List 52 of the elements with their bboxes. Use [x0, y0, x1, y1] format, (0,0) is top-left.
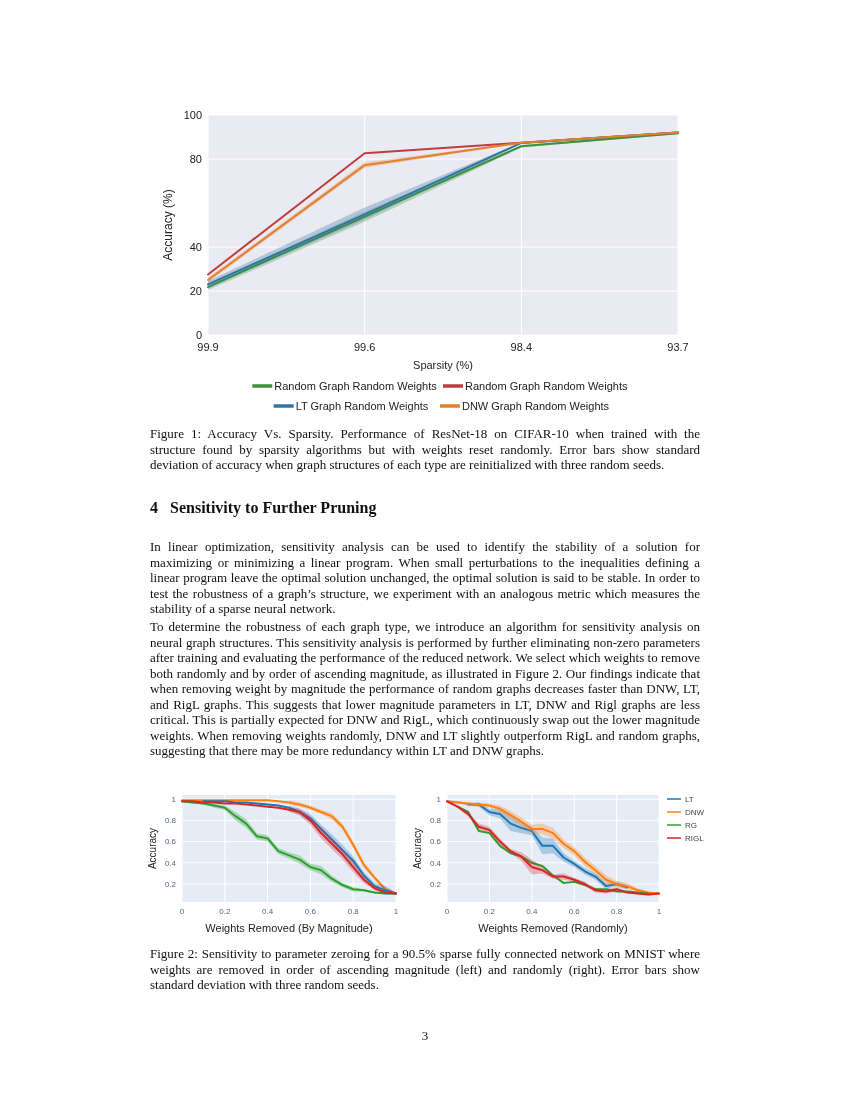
- legend-label: DNW Graph Random Weights: [461, 400, 610, 412]
- y-tick-label: 0.6: [164, 837, 177, 847]
- x-tick-label: 0.2: [219, 907, 231, 916]
- text: To determine the robustness of each graph type, we introduce an algorithm for sensitivity analysis on neural graph structures. This sensitivity analysis is performed by further eliminating non-zero parameters after training and evaluating the performance of the reduced network. We select which weights to remove both randomly and by order of ascending magnitude, as illustrated in Figure 2. Our findings indicate that when removing weight by magnitude the performance of random graphs decreases faster than DNW, LT, and RigL graphs. This suggests that lower magnitude parameters in LT, DNW and Rigl graphs are less critical. This is partially expected for DNW and RigL, which continuously swap out the lower magnitude weights. When removing weights randomly, DNW and LT slightly outperform RigL and random graphs, suggesting that there may be more redundancy within LT and DNW graphs.: [150, 619, 700, 758]
- caption: Figure 2: Sensitivity to parameter zeroing for a 90.5% sparse fully connected network on MNIST where weights are removed in order of ascending magnitude (left) and randomly (right). Error bars show standard deviation with three random seeds.: [150, 946, 700, 993]
- line-series: [467, 803, 629, 889]
- x-tick-label: 0.8: [611, 907, 623, 916]
- y-tick-label: 0.2: [429, 879, 442, 889]
- y-tick-label: 0: [195, 328, 202, 341]
- text: In linear optimization, sensitivity analysis can be used to identify the stability of a solution for maximizing or minimizing a linear program. When small perturbations to the inequalities defining a linear program leave the optimal solution unchanged, the optimal solution is said to be stable. In order to test the robustness of a graph’s structure, we experiment with an analogous metric which measures the stability of a sparse neural network.: [150, 539, 700, 617]
- caption: Figure 1: Accuracy Vs. Sparsity. Performance of ResNet-18 on CIFAR-10 when trained with the structure found by sparsity algorithms but with weights reset randomly. Error bars show standard deviation of accuracy when graph structures of each type are reinitialized with three random seeds.: [150, 426, 700, 473]
- x-tick-label: 1: [656, 907, 662, 916]
- x-tick-label: 0: [179, 907, 185, 916]
- y-tick-label: 1: [171, 795, 177, 805]
- y-tick-label: 100: [183, 108, 202, 121]
- legend-label: LT Graph Random Weights: [295, 400, 429, 412]
- legend-label: DNW: [685, 808, 705, 817]
- x-axis-title: Weights Removed (By Magnitude): [205, 922, 373, 934]
- x-tick-label: 0.4: [526, 907, 538, 916]
- x-tick-label: 0.2: [483, 907, 496, 916]
- y-tick-label: 0.6: [429, 837, 442, 847]
- x-tick-label: 0.8: [347, 907, 360, 916]
- x-tick-label: 0: [444, 907, 450, 916]
- y-tick-label: 0.2: [164, 879, 177, 889]
- x-axis-title: Weights Removed (Randomly): [478, 922, 628, 934]
- x-tick-label: 98.4: [510, 341, 533, 353]
- legend-label: Random Graph Random Weights: [465, 380, 628, 392]
- y-tick-label: 0.8: [164, 816, 177, 826]
- x-tick-label: 99.9: [197, 341, 219, 353]
- x-tick-label: 0.6: [568, 907, 581, 916]
- text: 3: [420, 1028, 430, 1044]
- legend-label: Random Graph Random Weights: [274, 380, 438, 392]
- y-tick-label: 0.4: [164, 858, 177, 868]
- y-tick-label: 20: [189, 284, 202, 297]
- y-tick-label: 40: [189, 240, 202, 253]
- legend-label: RG: [685, 821, 697, 830]
- y-axis-title: Accuracy: [412, 827, 423, 870]
- x-tick-label: 0.4: [262, 907, 274, 916]
- y-axis-title: Accuracy: [147, 827, 158, 870]
- y-tick-label: 1: [436, 795, 442, 805]
- text: 4 Sensitivity to Further Pruning: [150, 499, 378, 516]
- legend-label: RIGL: [685, 834, 705, 843]
- x-axis-title: Sparsity (%): [413, 359, 473, 371]
- x-tick-label: 0.6: [304, 907, 317, 916]
- y-tick-label: 0.8: [429, 816, 442, 826]
- y-axis-title: Accuracy (%): [161, 189, 175, 261]
- y-tick-label: 0.4: [429, 858, 442, 868]
- x-tick-label: 93.7: [667, 341, 689, 353]
- x-tick-label: 1: [393, 907, 399, 916]
- x-tick-label: 99.6: [353, 341, 376, 353]
- legend-label: LT: [685, 795, 694, 804]
- y-tick-label: 80: [189, 152, 202, 165]
